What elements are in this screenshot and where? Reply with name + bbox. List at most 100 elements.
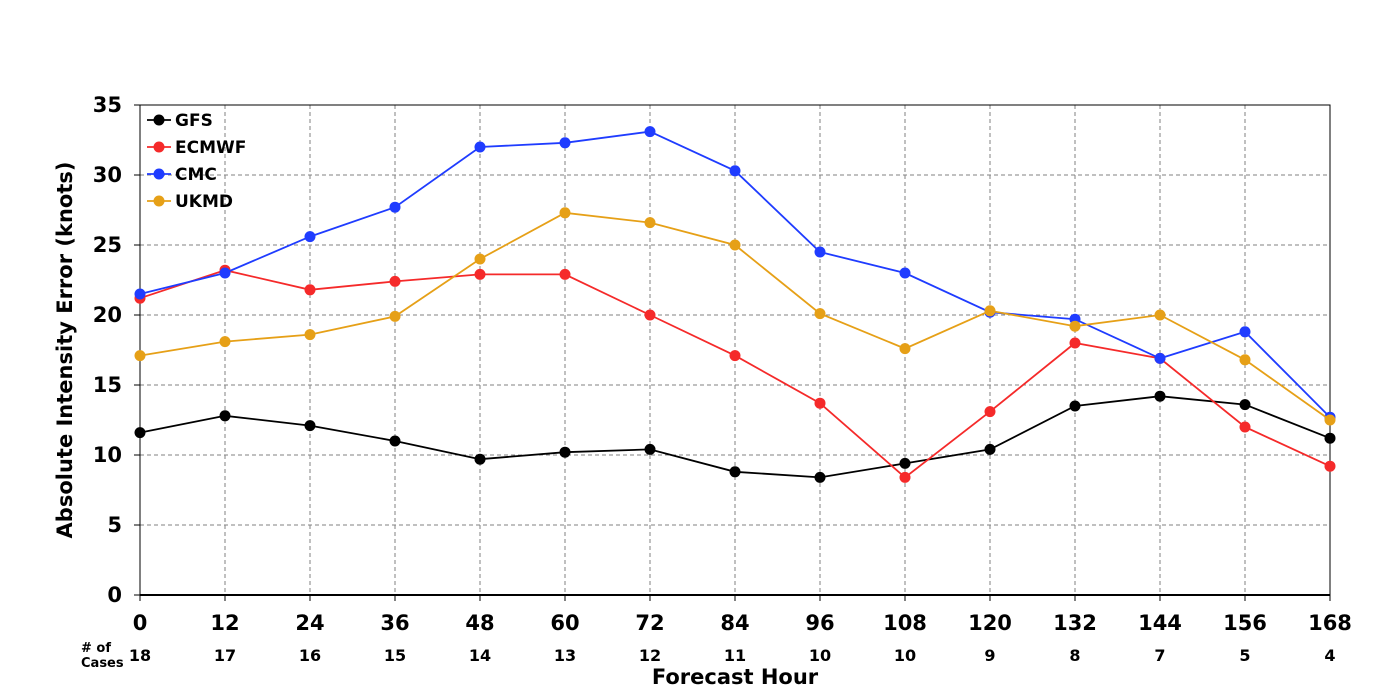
grid (140, 105, 1330, 595)
data-point-cmc (474, 141, 486, 153)
data-point-gfs (1069, 400, 1081, 412)
data-point-gfs (1239, 399, 1251, 411)
case-count: 4 (1324, 646, 1335, 665)
data-point-gfs (1324, 432, 1336, 444)
series-ecmwf (134, 264, 1336, 483)
case-count: 10 (809, 646, 831, 665)
case-count: 7 (1154, 646, 1165, 665)
case-count: 18 (129, 646, 151, 665)
data-point-gfs (814, 471, 826, 483)
case-count: 11 (724, 646, 746, 665)
data-point-cmc (559, 137, 571, 149)
data-point-ecmwf (1239, 421, 1251, 433)
data-point-cmc (219, 267, 231, 279)
data-point-ecmwf (644, 309, 656, 321)
data-point-cmc (729, 165, 741, 177)
data-point-ukmd (219, 336, 231, 348)
data-point-gfs (304, 420, 316, 432)
x-tick-label: 168 (1308, 611, 1352, 635)
data-point-gfs (389, 435, 401, 447)
legend-item-gfs: GFS (147, 111, 213, 131)
x-tick-label: 24 (295, 611, 324, 635)
data-point-ukmd (304, 329, 316, 341)
data-point-ukmd (984, 305, 996, 317)
data-point-ukmd (134, 350, 146, 362)
x-tick-label: 60 (550, 611, 579, 635)
data-point-ukmd (1324, 414, 1336, 426)
data-point-ecmwf (729, 350, 741, 362)
data-point-gfs (729, 466, 741, 478)
x-tick-label: 48 (465, 611, 494, 635)
y-tick-label: 30 (93, 163, 122, 187)
case-count: 12 (639, 646, 661, 665)
x-axis-title: Forecast Hour (652, 665, 819, 689)
series-ukmd (134, 207, 1336, 426)
y-tick-label: 0 (107, 583, 122, 607)
series-layer (134, 126, 1336, 483)
series-gfs (134, 390, 1336, 483)
case-count: 15 (384, 646, 406, 665)
y-tick-label: 5 (107, 513, 122, 537)
case-count: 8 (1069, 646, 1080, 665)
data-point-ukmd (1069, 320, 1081, 332)
data-point-ecmwf (1324, 460, 1336, 472)
data-point-gfs (644, 443, 656, 455)
data-point-cmc (644, 126, 656, 138)
data-point-cmc (1154, 352, 1166, 364)
data-point-ecmwf (389, 275, 401, 287)
x-tick-label: 0 (133, 611, 148, 635)
data-point-ecmwf (984, 406, 996, 418)
legend-label: GFS (175, 111, 213, 131)
data-point-ukmd (814, 308, 826, 320)
legend-swatch-marker (153, 168, 165, 180)
case-count: 10 (894, 646, 916, 665)
data-point-gfs (984, 443, 996, 455)
data-point-gfs (1154, 390, 1166, 402)
y-tick-label: 10 (93, 443, 122, 467)
data-point-ukmd (644, 217, 656, 229)
data-point-ecmwf (1069, 337, 1081, 349)
data-point-gfs (559, 446, 571, 458)
data-point-gfs (899, 457, 911, 469)
y-tick-label: 35 (93, 93, 122, 117)
legend-swatch-marker (153, 114, 165, 126)
data-point-gfs (219, 410, 231, 422)
legend-swatch-marker (153, 195, 165, 207)
case-count: 16 (299, 646, 321, 665)
data-point-cmc (304, 231, 316, 243)
legend-item-ecmwf: ECMWF (147, 138, 246, 158)
case-count: 14 (469, 646, 491, 665)
data-point-gfs (134, 427, 146, 439)
data-point-ukmd (899, 343, 911, 355)
axes: 0 5 10 15 20 25 30 35 0 12 24 36 48 60 72 84 96 108 120 132… (93, 93, 1352, 635)
y-axis-title: Absolute Intensity Error (knots) (53, 162, 77, 539)
x-tick-label: 84 (720, 611, 749, 635)
data-point-ukmd (1239, 354, 1251, 366)
legend-label: UKMD (175, 192, 233, 212)
data-point-ecmwf (899, 471, 911, 483)
x-tick-label: 156 (1223, 611, 1267, 635)
x-tick-label: 96 (805, 611, 834, 635)
data-point-gfs (474, 453, 486, 465)
data-point-cmc (814, 246, 826, 258)
cases-row: # of Cases 18 17 16 15 14 13 12 11 10 10 9 8 7 5 4 (81, 641, 1336, 671)
data-point-ukmd (1154, 309, 1166, 321)
data-point-ukmd (559, 207, 571, 219)
x-tick-label: 72 (635, 611, 664, 635)
case-count: 5 (1239, 646, 1250, 665)
data-point-cmc (134, 288, 146, 300)
x-tick-label: 12 (210, 611, 239, 635)
data-point-ecmwf (474, 268, 486, 280)
data-point-ecmwf (304, 284, 316, 296)
data-point-ukmd (389, 310, 401, 322)
legend-label: CMC (175, 165, 217, 185)
data-point-ecmwf (814, 397, 826, 409)
case-count: 17 (214, 646, 236, 665)
y-tick-label: 25 (93, 233, 122, 257)
legend-item-ukmd: UKMD (147, 192, 233, 212)
case-count: 13 (554, 646, 576, 665)
series-cmc (134, 126, 1336, 423)
legend: GFS ECMWF CMC UKMD (147, 111, 246, 212)
data-point-cmc (899, 267, 911, 279)
